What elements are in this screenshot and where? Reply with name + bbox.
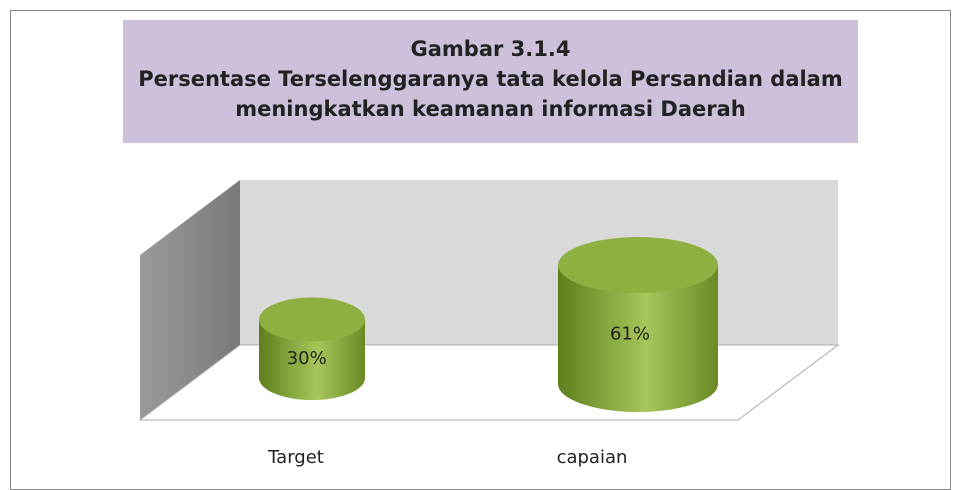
title-box: Gambar 3.1.4 Persentase Terselenggaranya… bbox=[123, 20, 858, 143]
bar bbox=[558, 237, 718, 412]
data-label: 61% bbox=[610, 324, 650, 345]
bar-body bbox=[558, 265, 718, 412]
x-tick-label: Target bbox=[267, 447, 324, 468]
chart-title: Gambar 3.1.4 bbox=[410, 37, 571, 61]
x-tick-label: capaian bbox=[557, 447, 628, 468]
bar-body bbox=[259, 319, 365, 400]
side-wall bbox=[140, 180, 240, 420]
bar bbox=[259, 297, 365, 400]
bar-top bbox=[259, 297, 365, 342]
bar-top bbox=[558, 237, 718, 294]
data-label: 30% bbox=[287, 348, 327, 369]
floor bbox=[138, 344, 840, 421]
chart-subtitle: Persentase Terselenggaranya tata kelola … bbox=[138, 67, 843, 121]
